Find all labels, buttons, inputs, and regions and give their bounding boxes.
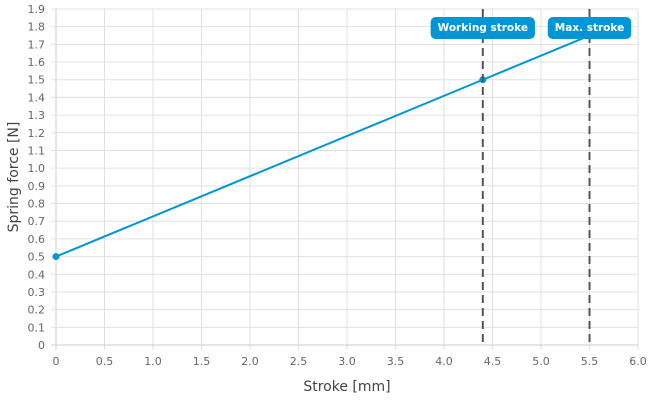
vertical-markers: Working stroke Max. stroke [430, 9, 632, 345]
grid [51, 8, 639, 350]
marker-label: Max. stroke [555, 22, 624, 34]
y-tick-label: 1.1 [28, 144, 46, 157]
marker-label-badge: Max. stroke [547, 17, 632, 39]
y-tick-label: 1.7 [28, 38, 46, 51]
marker-label: Working stroke [438, 22, 528, 34]
y-axis-ticks: 0 0.1 0.2 0.3 0.4 0.5 0.6 0.7 0.8 0.9 1.0 1.1 1.2 1.3… [28, 3, 46, 352]
x-tick-label: 2.5 [290, 355, 308, 368]
x-axis-label: Stroke [mm] [303, 379, 390, 395]
y-tick-label: 0.9 [28, 180, 46, 193]
y-axis-label: Spring force [N] [6, 122, 22, 233]
y-tick-label: 0.3 [28, 286, 46, 299]
x-tick-label: 1.0 [144, 355, 162, 368]
x-tick-label: 5.5 [581, 355, 599, 368]
data-point [52, 253, 60, 261]
y-tick-label: 1.6 [28, 56, 46, 69]
y-tick-label: 1.0 [28, 162, 46, 175]
y-tick-label: 0.8 [28, 198, 46, 211]
x-tick-label: 2.0 [241, 355, 259, 368]
x-axis-ticks: 0 0.5 1.0 1.5 2.0 2.5 3.0 3.5 4.0 4.5 5.0 5.5 6.0 [53, 355, 647, 368]
y-tick-label: 0 [38, 339, 45, 352]
y-tick-label: 1.4 [28, 91, 46, 104]
y-tick-label: 0.5 [28, 251, 46, 264]
x-tick-label: 5.0 [532, 355, 550, 368]
marker-label-background [430, 17, 535, 39]
series-line [55, 34, 590, 258]
y-tick-label: 1.2 [28, 127, 46, 140]
y-tick-label: 1.9 [28, 3, 46, 16]
series [52, 34, 590, 261]
x-tick-label: 3.0 [338, 355, 356, 368]
marker-label-background [547, 17, 632, 39]
x-tick-label: 0.5 [96, 355, 114, 368]
x-tick-label: 4.0 [435, 355, 453, 368]
x-tick-label: 6.0 [629, 355, 647, 368]
x-tick-label: 1.5 [193, 355, 211, 368]
x-tick-label: 4.5 [484, 355, 502, 368]
x-tick-label: 3.5 [387, 355, 405, 368]
y-tick-label: 0.1 [28, 321, 46, 334]
y-tick-label: 1.3 [28, 109, 46, 122]
y-tick-label: 0.4 [28, 268, 46, 281]
y-tick-label: 1.5 [28, 74, 46, 87]
y-tick-label: 0.2 [28, 304, 46, 317]
y-tick-label: 1.8 [28, 21, 46, 34]
y-tick-label: 0.7 [28, 215, 46, 228]
marker-label-badge: Working stroke [430, 17, 535, 39]
y-tick-label: 0.6 [28, 233, 46, 246]
x-tick-label: 0 [53, 355, 60, 368]
